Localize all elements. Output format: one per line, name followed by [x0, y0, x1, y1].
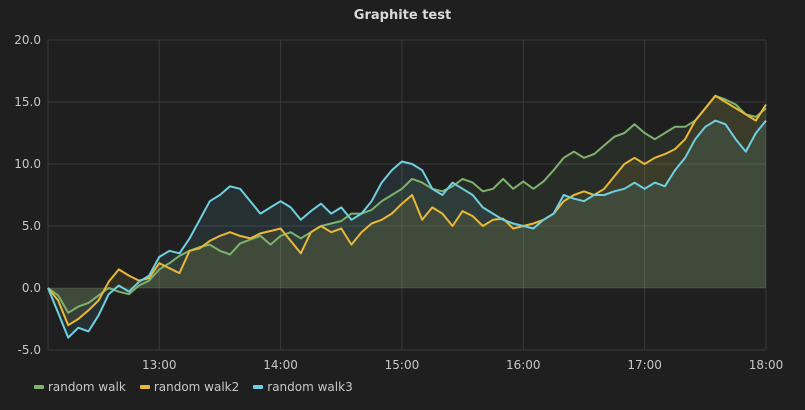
legend-label: random walk [48, 380, 126, 394]
legend-swatch [139, 385, 150, 389]
series-area-1 [48, 95, 766, 313]
legend-label: random walk2 [153, 380, 240, 394]
x-tick-label: 16:00 [506, 358, 541, 372]
y-axis: 20.0 15.0 10.0 5.0 0.0 -5.0 [14, 33, 41, 357]
x-tick-label: 18:00 [749, 358, 784, 372]
y-tick-label: 5.0 [22, 219, 41, 233]
x-tick-label: 13:00 [142, 358, 177, 372]
series-area-2 [48, 95, 766, 326]
x-axis: 13:00 14:00 15:00 16:00 17:00 18:00 [142, 358, 783, 372]
x-tick-label: 17:00 [627, 358, 662, 372]
series-line-3 [47, 119, 767, 339]
y-tick-label: 0.0 [22, 281, 41, 295]
x-tick-label: 15:00 [385, 358, 420, 372]
legend-item-3[interactable]: random walk3 [253, 380, 353, 394]
y-tick-label: 15.0 [14, 95, 41, 109]
legend: random walk random walk2 random walk3 [34, 378, 353, 396]
series-line-1 [47, 94, 767, 314]
series-lines [47, 94, 767, 339]
y-tick-label: -5.0 [18, 343, 41, 357]
y-tick-label: 20.0 [14, 33, 41, 47]
legend-item-1[interactable]: random walk [34, 380, 126, 394]
series-line-2 [47, 94, 767, 327]
legend-label: random walk3 [267, 380, 353, 394]
series-area-3 [48, 120, 766, 338]
legend-swatch [34, 385, 44, 389]
x-tick-label: 14:00 [263, 358, 298, 372]
legend-swatch [253, 385, 264, 389]
legend-item-2[interactable]: random walk2 [139, 380, 240, 394]
chart-title: Graphite test [353, 8, 452, 23]
series-fills [48, 95, 766, 338]
y-tick-label: 10.0 [14, 157, 41, 171]
